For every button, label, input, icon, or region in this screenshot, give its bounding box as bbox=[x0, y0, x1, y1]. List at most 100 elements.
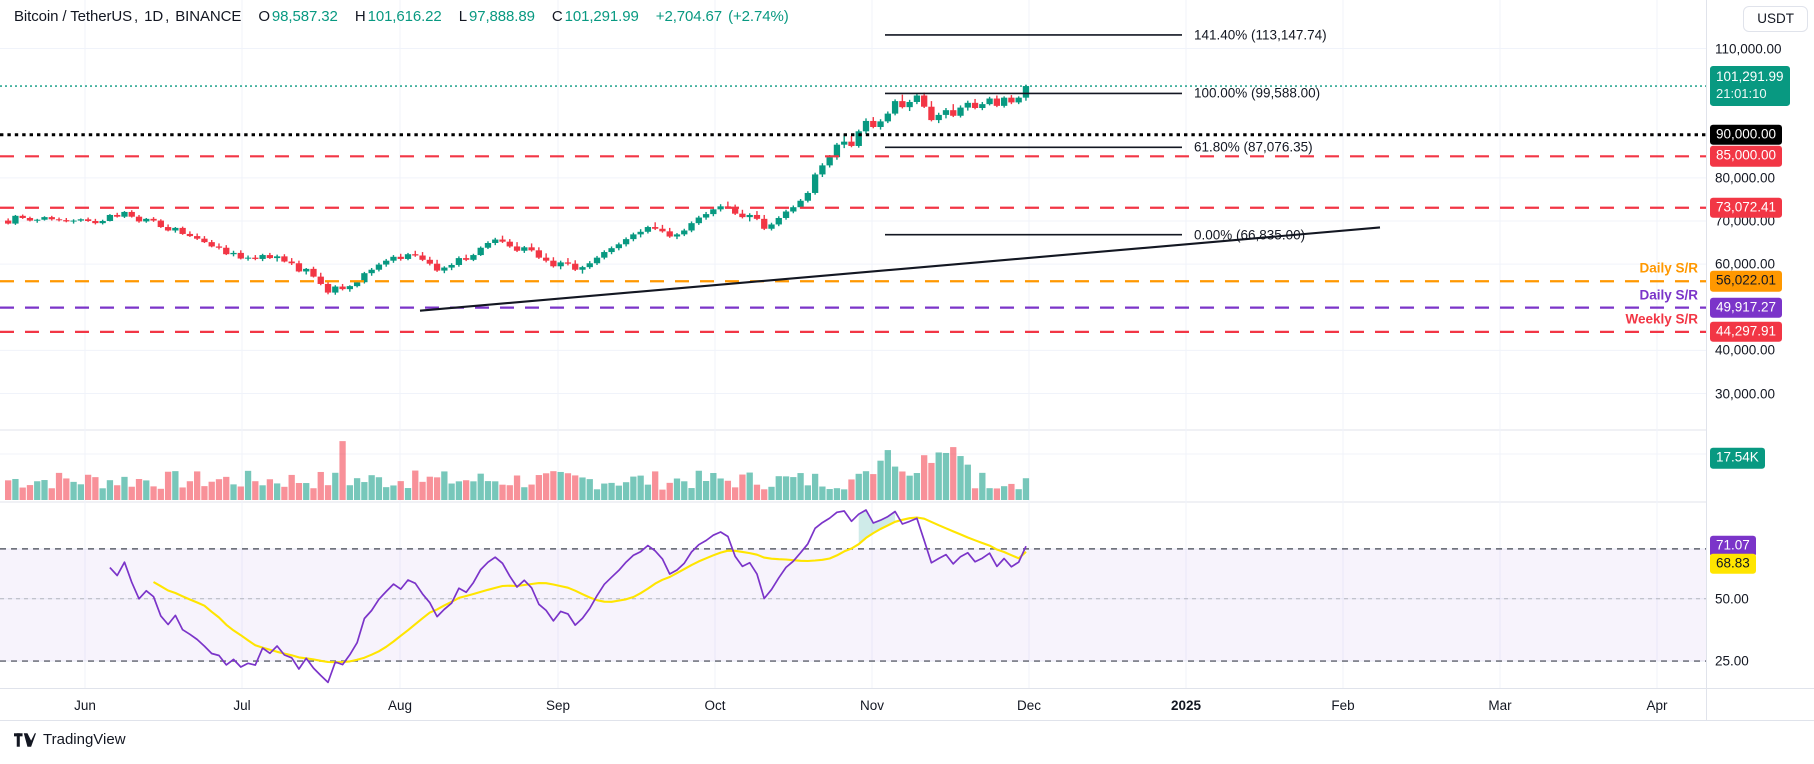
volume-bar bbox=[114, 485, 121, 500]
volume-series[interactable] bbox=[5, 441, 1030, 500]
volume-bar bbox=[608, 482, 615, 500]
tradingview-logo[interactable]: TradingView bbox=[14, 731, 126, 748]
volume-bar bbox=[288, 474, 295, 500]
price-alert-85k-badge[interactable]: 85,000.00 bbox=[1710, 146, 1783, 167]
candle-body bbox=[390, 256, 397, 261]
volume-bar bbox=[48, 488, 55, 500]
volume-bar bbox=[143, 480, 150, 500]
volume-bar bbox=[157, 488, 164, 500]
candle-body bbox=[797, 200, 804, 208]
volume-bar bbox=[383, 487, 390, 500]
time-tick-label[interactable]: Nov bbox=[859, 698, 885, 713]
volume-bar bbox=[695, 470, 702, 500]
currency-chip[interactable]: USDT bbox=[1743, 6, 1808, 32]
candle-body bbox=[223, 247, 230, 255]
legend-exchange[interactable]: BINANCE bbox=[175, 8, 242, 25]
legend-symbol[interactable]: Bitcoin / TetherUS bbox=[14, 8, 132, 25]
daily-sr-56k-badge[interactable]: 56,022.01 bbox=[1710, 271, 1783, 292]
volume-bar bbox=[259, 485, 266, 500]
candle-body bbox=[673, 234, 681, 237]
weekly-sr-73k-badge[interactable]: 73,072.41 bbox=[1710, 197, 1783, 219]
volume-bar bbox=[528, 484, 535, 500]
volume-bar bbox=[215, 479, 223, 500]
volume-bar bbox=[506, 485, 513, 500]
volume-bar bbox=[77, 484, 84, 500]
volume-bar bbox=[884, 450, 891, 500]
candle-body bbox=[790, 207, 797, 212]
legend-interval[interactable]: 1D bbox=[144, 8, 164, 25]
volume-bar bbox=[811, 473, 819, 500]
chart-plot-area[interactable]: 141.40% (113,147.74) 100.00% (99,588.00) 6… bbox=[0, 0, 1706, 688]
ascending-support-trendline[interactable] bbox=[419, 226, 1381, 312]
candle-body bbox=[332, 286, 339, 293]
volume-bar bbox=[201, 486, 208, 500]
time-tick-label[interactable]: Apr bbox=[1646, 698, 1668, 713]
candle-body bbox=[12, 215, 19, 224]
rsi-value-badge[interactable]: 71.07 bbox=[1710, 535, 1756, 557]
candle-body bbox=[121, 211, 128, 217]
volume-bar bbox=[26, 485, 34, 500]
price-scale[interactable]: USDT 110,000.00 80,000.00 70,000.00 60,000.… bbox=[1706, 0, 1814, 688]
volume-bar bbox=[971, 488, 979, 500]
candle-body bbox=[433, 263, 441, 271]
time-tick-label[interactable]: Dec bbox=[1016, 698, 1042, 713]
volume-bar bbox=[732, 487, 739, 500]
candle-body bbox=[841, 141, 848, 145]
volume-bar bbox=[993, 488, 1001, 500]
candlestick-series[interactable] bbox=[5, 84, 1030, 295]
candle-body bbox=[615, 244, 622, 249]
volume-bar bbox=[746, 472, 753, 500]
candle-body bbox=[70, 220, 77, 222]
time-tick-label[interactable]: 2025 bbox=[1170, 698, 1202, 713]
time-tick-label[interactable]: Oct bbox=[704, 698, 726, 713]
candle-body bbox=[353, 282, 361, 287]
time-tick-label[interactable]: Aug bbox=[387, 698, 413, 713]
volume-bar bbox=[492, 481, 499, 500]
legend-open-label: O bbox=[258, 8, 270, 25]
last-price-badge[interactable]: 101,291.99 21:01:10 bbox=[1710, 65, 1790, 107]
candle-body bbox=[244, 257, 252, 259]
candle-body bbox=[317, 276, 324, 284]
weekly-sr-44k-badge[interactable]: 44,297.91 bbox=[1710, 321, 1783, 343]
time-tick-label[interactable]: Sep bbox=[545, 698, 571, 713]
volume-bar bbox=[1008, 483, 1015, 500]
candle-body bbox=[419, 255, 426, 260]
volume-bar bbox=[463, 480, 470, 500]
time-tick-label[interactable]: Jun bbox=[74, 698, 96, 713]
candle-body bbox=[266, 255, 274, 259]
volume-bar bbox=[252, 481, 259, 500]
candle-body bbox=[681, 230, 688, 235]
candle-body bbox=[826, 157, 833, 166]
volume-bar bbox=[833, 488, 841, 500]
candle-body bbox=[63, 220, 70, 222]
candle-body bbox=[688, 223, 695, 231]
volume-bar bbox=[375, 477, 383, 500]
time-tick-label[interactable]: Jul bbox=[233, 698, 251, 713]
legend-close-label: C bbox=[551, 8, 563, 25]
candle-body bbox=[957, 107, 964, 116]
candle-body bbox=[717, 206, 724, 210]
candle-body bbox=[92, 221, 99, 224]
volume-bar bbox=[877, 460, 884, 500]
candle-body bbox=[848, 141, 855, 146]
volume-bar bbox=[84, 474, 92, 500]
volume-bar bbox=[63, 478, 70, 500]
candle-body bbox=[84, 219, 92, 221]
candle-body bbox=[186, 233, 194, 237]
time-tick-label[interactable]: Mar bbox=[1488, 698, 1512, 713]
time-tick-label[interactable]: Feb bbox=[1331, 698, 1355, 713]
chart-canvas[interactable] bbox=[0, 0, 1706, 688]
price-alert-90k-badge[interactable]: 90,000.00 bbox=[1710, 124, 1783, 146]
candle-body bbox=[19, 215, 26, 218]
volume-bar bbox=[223, 476, 230, 500]
candle-body bbox=[463, 258, 470, 260]
volume-bar bbox=[688, 488, 695, 500]
volume-bar bbox=[586, 479, 593, 500]
candle-body bbox=[135, 216, 143, 222]
volume-bar bbox=[637, 475, 644, 500]
daily-sr-49k-badge[interactable]: 49,917.27 bbox=[1710, 297, 1783, 318]
volume-value-badge[interactable]: 17.54K bbox=[1710, 447, 1765, 469]
time-scale[interactable]: Jun Jul Aug Sep Oct Nov Dec 2025 Feb Mar Apr bbox=[0, 688, 1706, 721]
rsi-ma-value-badge[interactable]: 68.83 bbox=[1710, 553, 1756, 575]
chart-legend[interactable]: Bitcoin / TetherUS, 1D, BINANCE O 98,587.… bbox=[14, 8, 789, 25]
